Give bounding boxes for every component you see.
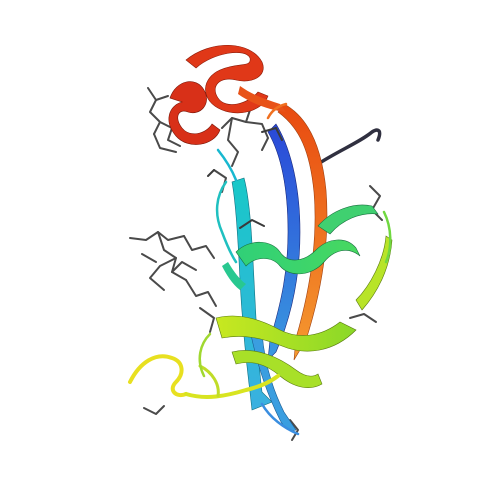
beta-strand-orange <box>277 103 328 361</box>
coil-connectors <box>198 102 392 436</box>
side-chain-sticks-front <box>207 126 283 229</box>
alpha-helix-green <box>222 204 379 290</box>
coil-yellow <box>128 354 280 399</box>
alpha-helix-red <box>168 44 286 145</box>
side-chain-sticks <box>129 87 383 441</box>
beta-strand-blue <box>267 123 301 361</box>
coil-dark-tail <box>316 128 382 166</box>
beta-strand-lime <box>215 235 393 388</box>
